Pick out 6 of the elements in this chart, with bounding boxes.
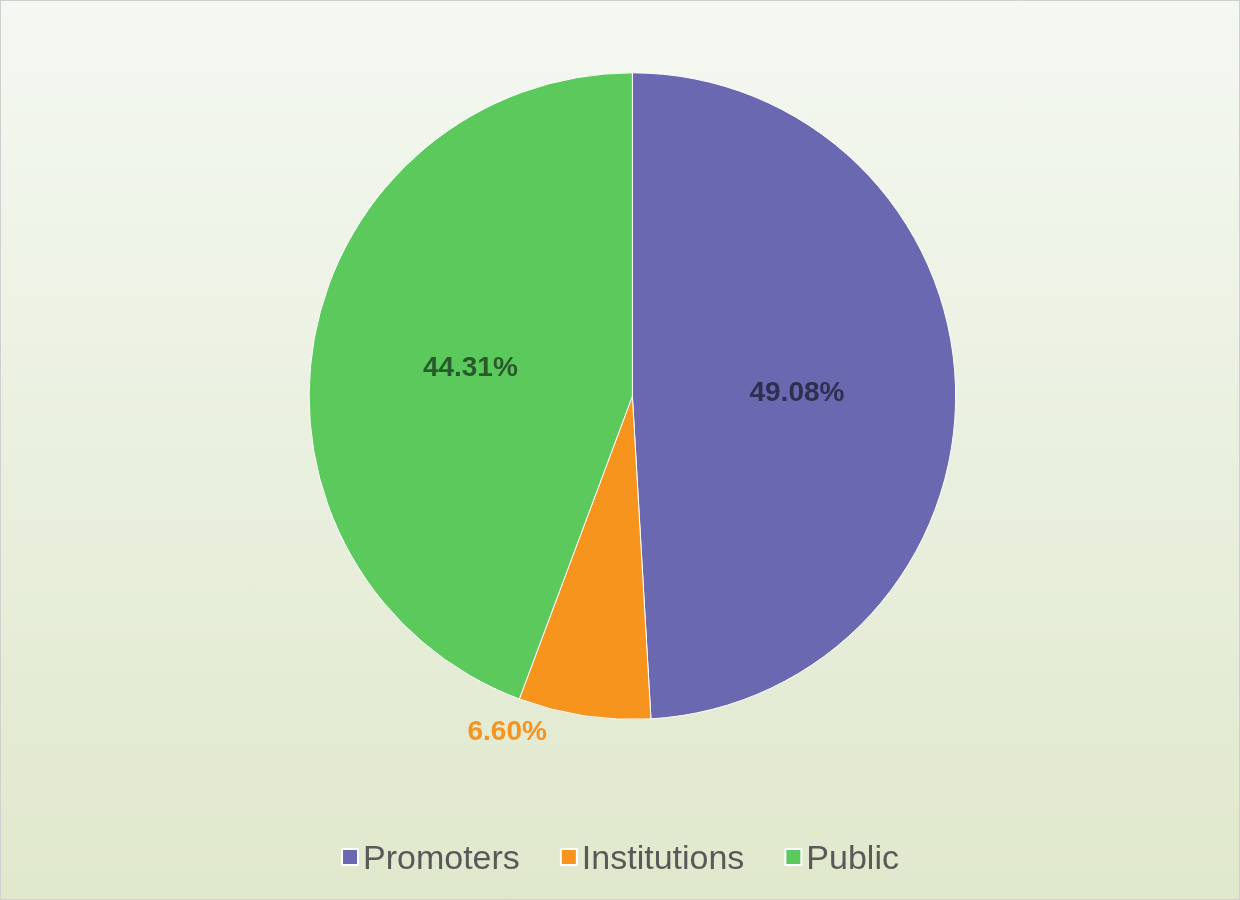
legend-label: Institutions bbox=[581, 838, 745, 876]
legend-label: Promoters bbox=[363, 838, 520, 876]
data-label: 6.60% bbox=[467, 715, 547, 747]
legend-label: Public bbox=[806, 838, 899, 876]
data-label: 44.31% bbox=[422, 351, 518, 383]
data-label: 49.08% bbox=[749, 375, 845, 407]
